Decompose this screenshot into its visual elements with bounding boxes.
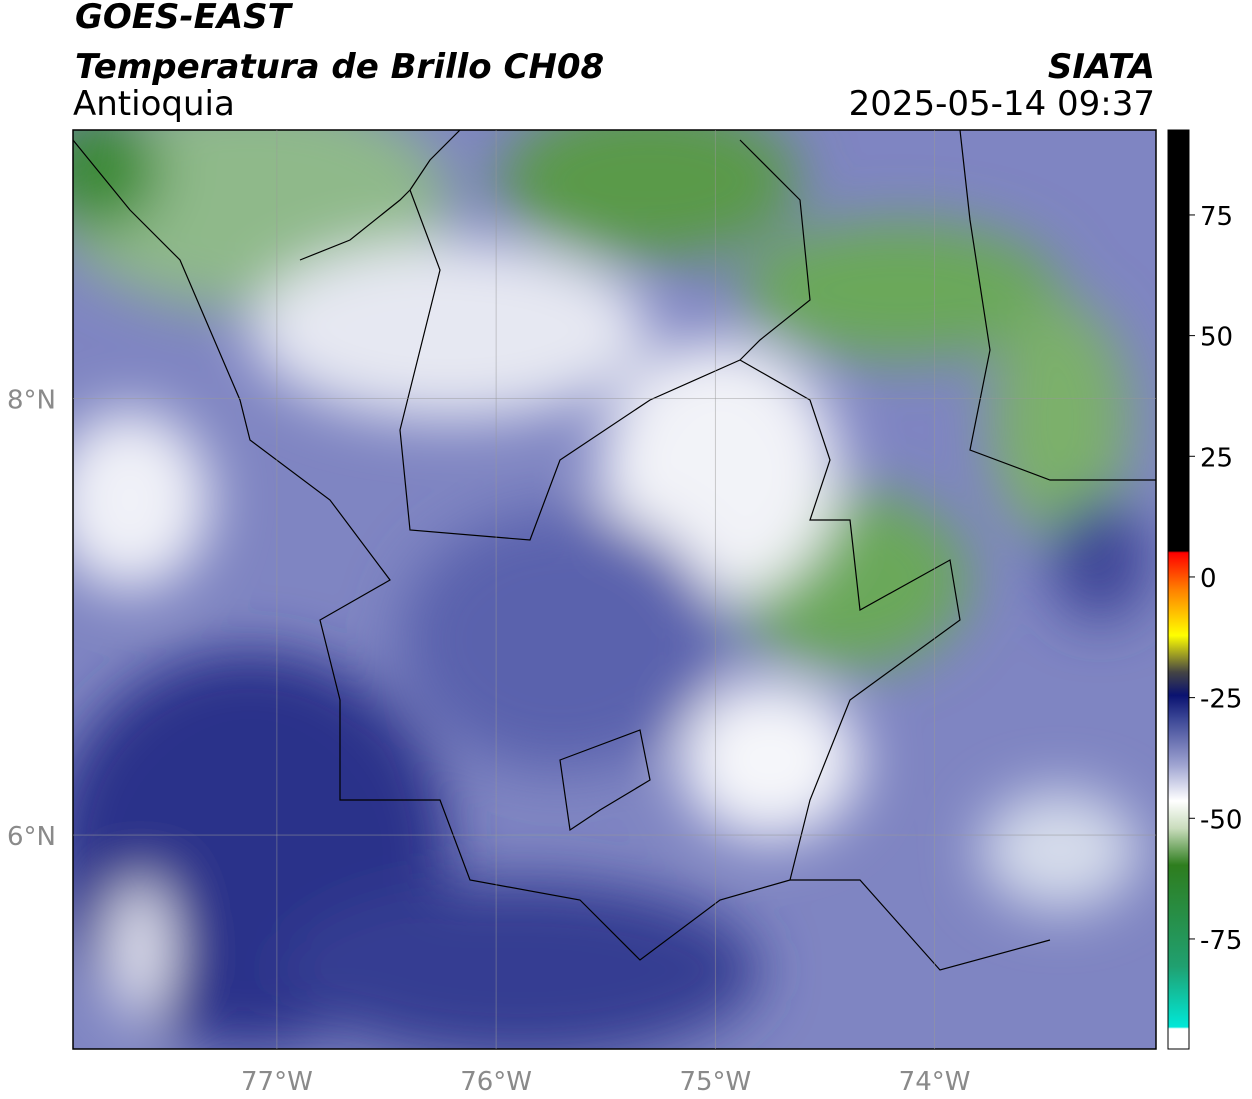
map-frame	[72, 129, 1157, 1050]
region: Antioquia	[73, 84, 235, 124]
colorbar-tick-label: -25	[1200, 685, 1242, 715]
colorbar-tick-label: -50	[1200, 805, 1242, 835]
colorbar-tick-label: 50	[1200, 323, 1233, 353]
x-tick-label: 76°W	[460, 1067, 532, 1097]
title: GOES-EAST	[75, 0, 294, 37]
subtitle: Temperatura de Brillo CH08	[75, 47, 604, 87]
timestamp: 2025-05-14 09:37	[849, 84, 1155, 124]
colorbar	[1167, 129, 1190, 1050]
x-tick-label: 74°W	[899, 1067, 971, 1097]
source: SIATA	[1048, 47, 1155, 87]
colorbar-tick-label: 25	[1200, 443, 1233, 473]
y-tick-label: 6°N	[7, 822, 56, 852]
satellite-image	[73, 130, 1156, 1049]
x-tick-label: 75°W	[679, 1067, 751, 1097]
borders	[73, 130, 1156, 971]
x-tick-label: 77°W	[241, 1067, 313, 1097]
colorbar-tick-label: -75	[1200, 926, 1242, 956]
colorbar-tick-label: 75	[1200, 202, 1233, 232]
colorbar-tick-label: 0	[1200, 564, 1217, 594]
y-tick-label: 8°N	[7, 385, 56, 415]
